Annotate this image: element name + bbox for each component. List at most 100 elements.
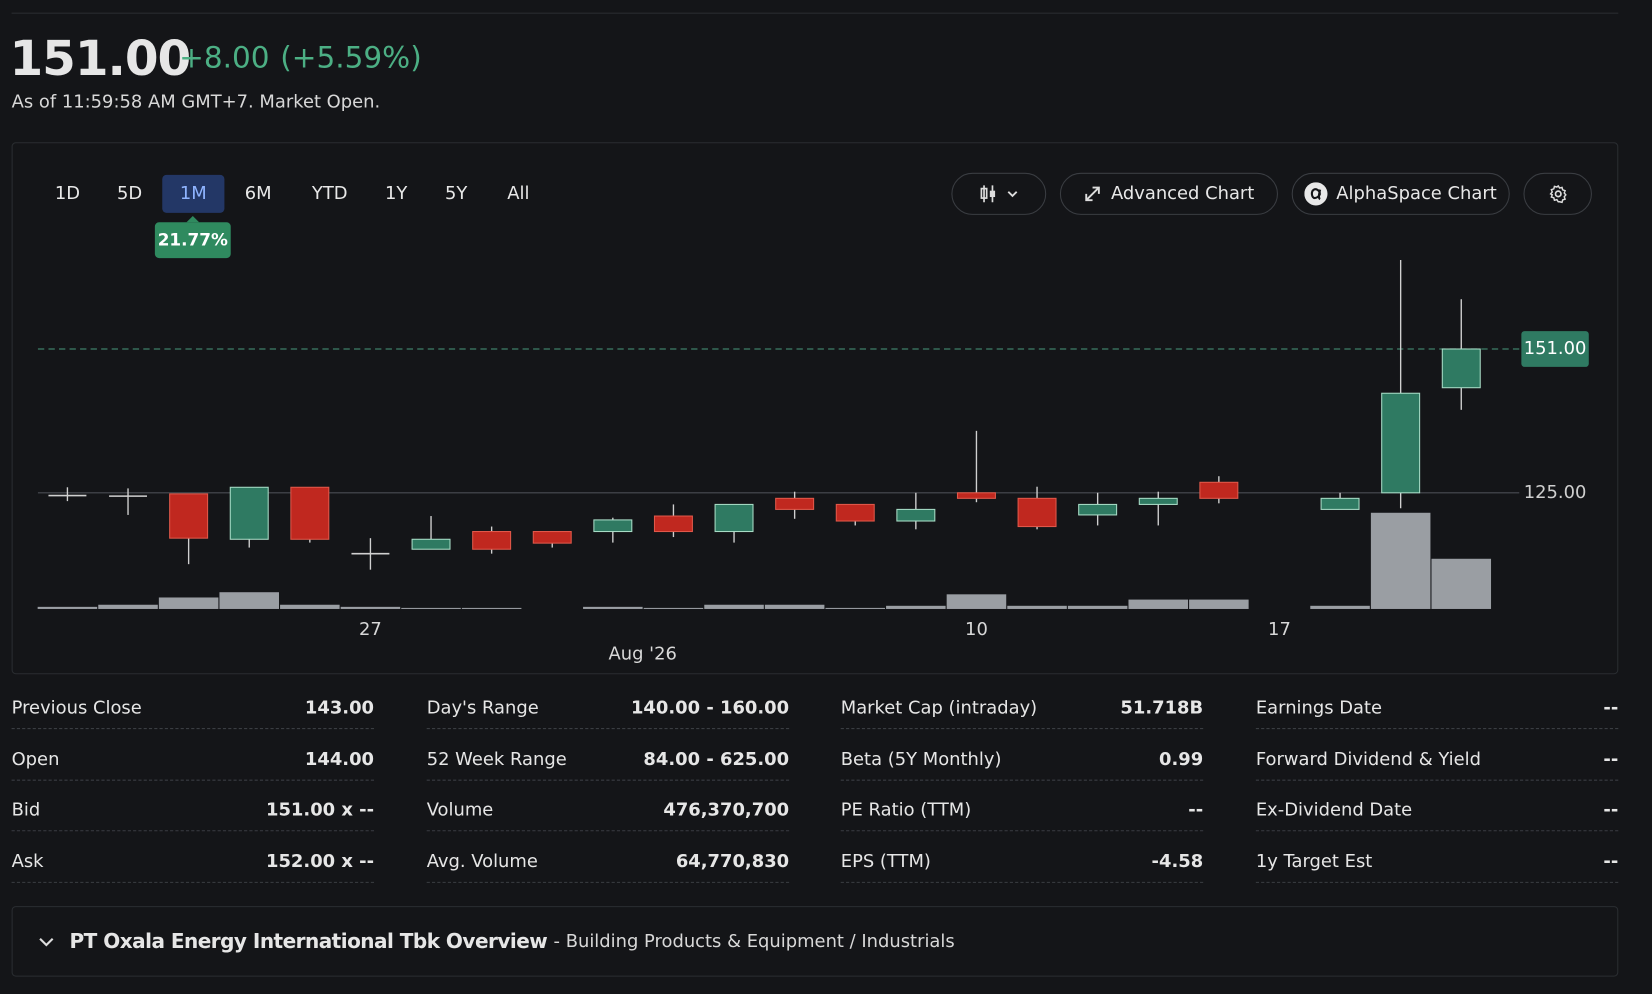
candle-body (835, 503, 875, 522)
stat-value: 476,370,700 (663, 799, 790, 821)
stat-value: 0.99 (1158, 748, 1204, 770)
stat-label: Bid (11, 799, 41, 821)
stat-label: Open (11, 748, 60, 770)
overview-title: PT Oxala Energy International Tbk Overvi… (69, 929, 548, 953)
stat-value: -- (1603, 696, 1619, 719)
volume-bar (1310, 605, 1370, 609)
stat-row: Forward Dividend & Yield -- (1255, 739, 1619, 781)
range-button[interactable]: 6M (244, 183, 272, 205)
volume-bar (340, 606, 401, 609)
stat-value: 140.00 - 160.00 (630, 696, 790, 719)
x-tick-label: 17 (1268, 619, 1291, 640)
volume-bar (704, 604, 764, 609)
stat-value: 51.718B (1120, 696, 1204, 719)
stat-label: Avg. Volume (426, 850, 538, 872)
chart-type-button[interactable] (951, 172, 1047, 215)
volume-bar (219, 592, 280, 609)
overview-bar[interactable]: PT Oxala Energy International Tbk Overvi… (11, 906, 1619, 977)
volume-bar (1128, 599, 1189, 609)
range-button[interactable]: YTD (311, 183, 348, 205)
stat-row: Bid 151.00 x -- (11, 789, 375, 832)
candle-body (1381, 392, 1421, 494)
candle-body (956, 492, 996, 499)
advanced-chart-button[interactable]: Advanced Chart (1059, 172, 1278, 215)
candle-body (411, 538, 451, 550)
volume-bar (401, 607, 461, 609)
stat-value: 84.00 - 625.00 (643, 748, 790, 770)
volume-bar (946, 594, 1007, 609)
alphaspace-chart-button[interactable]: AlphaSpace Chart (1291, 172, 1510, 215)
candle-body (472, 530, 512, 550)
x-tick-label: 10 (965, 619, 988, 640)
stat-value: -- (1603, 799, 1619, 821)
range-button[interactable]: 5D (116, 183, 143, 205)
stat-label: Market Cap (intraday) (840, 696, 1038, 719)
button-label: AlphaSpace Chart (1336, 183, 1497, 205)
range-button[interactable]: 1M (162, 174, 225, 213)
stat-row: 52 Week Range 84.00 - 625.00 (426, 739, 790, 781)
volume-bar (764, 604, 825, 609)
range-button[interactable]: All (507, 183, 530, 205)
range-button[interactable]: 5Y (445, 183, 468, 205)
stat-label: 1y Target Est (1255, 850, 1373, 872)
stat-row: Volume 476,370,700 (426, 789, 790, 832)
range-button[interactable]: 1D (54, 183, 81, 205)
overview-subtitle: - Building Products & Equipment / Indust… (553, 930, 955, 952)
volume-bar (1370, 512, 1431, 609)
x-tick-label: 27 (359, 619, 382, 640)
stat-row: Previous Close 143.00 (11, 687, 375, 730)
price: 151.00 (9, 29, 191, 87)
stat-value: -4.58 (1151, 850, 1204, 872)
stat-label: Previous Close (11, 696, 142, 719)
volume-bar (583, 606, 643, 609)
stat-row: PE Ratio (TTM) -- (840, 789, 1204, 832)
stat-row: Beta (5Y Monthly) 0.99 (840, 739, 1204, 781)
expand-chevron (39, 937, 54, 947)
badge-pointer (186, 215, 200, 223)
stat-label: Ask (11, 850, 44, 872)
candle-icon (980, 185, 996, 203)
stat-label: 52 Week Range (426, 748, 567, 770)
candle-body (775, 497, 815, 510)
last-price-box (1521, 331, 1589, 367)
candle-body (532, 530, 572, 544)
stat-label: Day's Range (426, 696, 539, 719)
stat-row: Earnings Date -- (1255, 687, 1619, 730)
volume-bar (280, 604, 340, 609)
stat-value: -- (1188, 799, 1204, 821)
stat-row: Day's Range 140.00 - 160.00 (426, 687, 790, 730)
stat-row: 1y Target Est -- (1255, 841, 1619, 883)
stat-row: Ex-Dividend Date -- (1255, 789, 1619, 832)
candle-body (1078, 503, 1118, 516)
candle-body (1199, 481, 1239, 499)
volume-bar (825, 607, 886, 609)
stat-value: 64,770,830 (675, 850, 790, 872)
range-button[interactable]: 1Y (384, 183, 408, 205)
stat-value: 143.00 (304, 696, 375, 719)
stat-row: Ask 152.00 x -- (11, 841, 375, 883)
stat-label: Forward Dividend & Yield (1255, 748, 1482, 770)
volume-bar (98, 604, 158, 609)
volume-bar (643, 607, 704, 609)
candle-body (714, 503, 754, 533)
chart-panel (11, 142, 1619, 675)
candle-body (1441, 348, 1481, 389)
chevron-icon (1007, 191, 1018, 198)
last-price-label: 151.00 (1524, 338, 1587, 359)
candle-body (593, 519, 633, 533)
volume-bar (461, 607, 522, 609)
candle-body (1017, 497, 1057, 528)
settings-button[interactable] (1523, 172, 1592, 215)
stat-label: Earnings Date (1255, 696, 1383, 719)
candle-body (229, 486, 269, 540)
volume-bar (158, 597, 219, 609)
stat-row: Market Cap (intraday) 51.718B (840, 687, 1204, 730)
alpha-icon (1304, 182, 1328, 206)
stat-label: EPS (TTM) (840, 850, 931, 872)
divider (11, 12, 1619, 14)
y-tick-label: 125.00 (1524, 482, 1587, 503)
volume-bar (886, 605, 946, 609)
candle-body (1138, 497, 1178, 505)
stat-value: -- (1603, 748, 1619, 770)
